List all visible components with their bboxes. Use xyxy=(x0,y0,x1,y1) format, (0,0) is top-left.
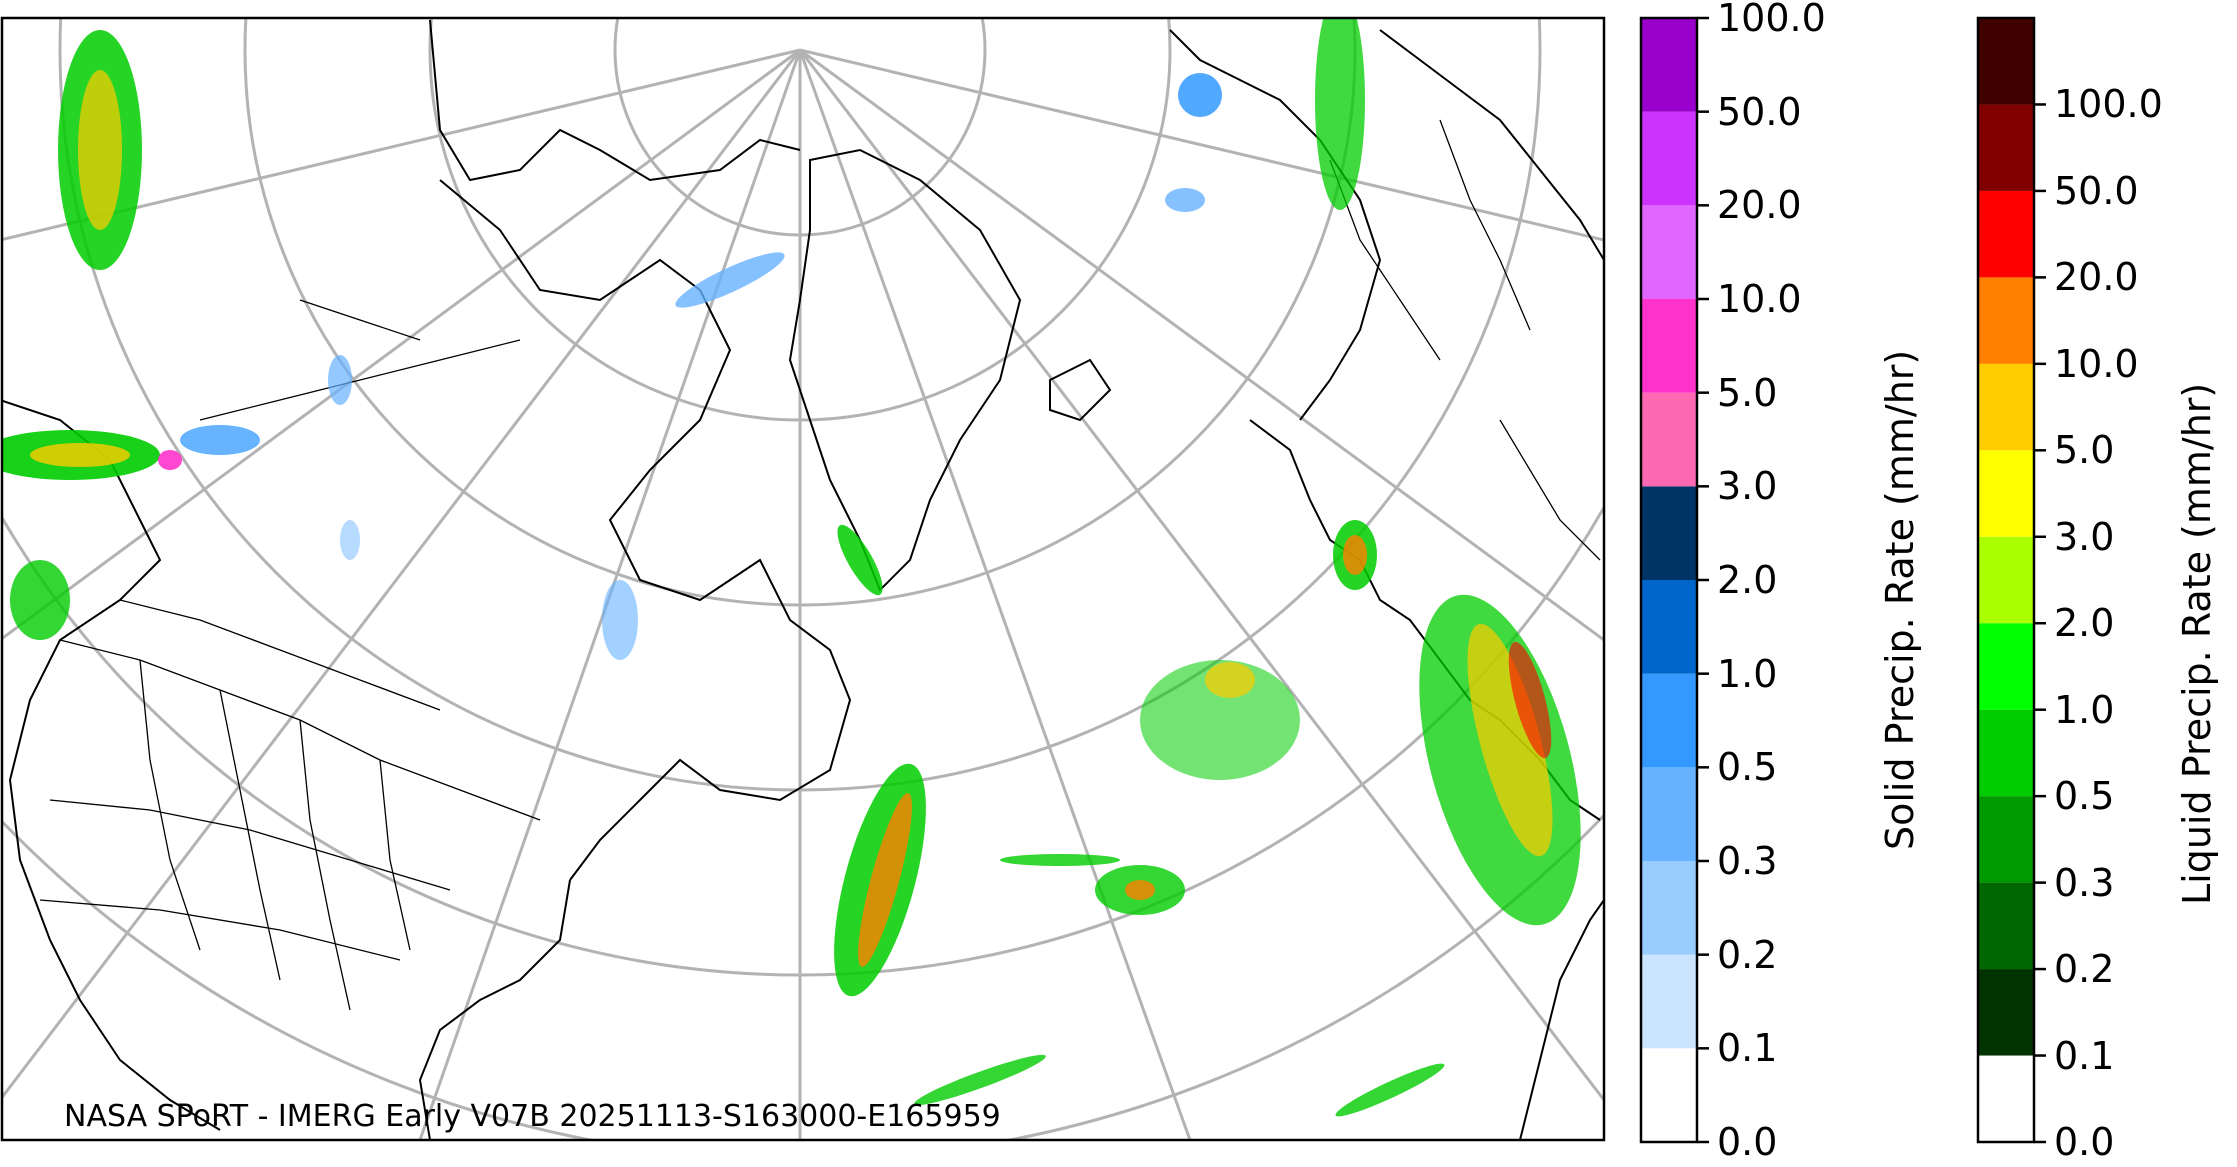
colorbar-swatch xyxy=(1641,673,1697,768)
colorbar-tick-label: 0.5 xyxy=(1717,745,1778,790)
colorbar-swatch xyxy=(1978,450,2034,537)
colorbar-swatch xyxy=(1978,363,2034,451)
map-canvas xyxy=(0,16,1606,1142)
map-credit: NASA SPoRT - IMERG Early V07B 20251113-S… xyxy=(64,1099,1001,1134)
colorbar-tick-label: 20.0 xyxy=(1717,183,1802,228)
colorbar-tick-label: 0.1 xyxy=(1717,1026,1778,1071)
colorbar-tick-label: 10.0 xyxy=(2054,341,2139,386)
colorbar-tick-label: 100.0 xyxy=(2054,82,2163,127)
colorbar-tick-label: 2.0 xyxy=(1717,558,1778,602)
colorbar-swatch xyxy=(1978,709,2034,797)
colorbar-tick-label: 10.0 xyxy=(1717,277,1802,321)
precipitation-map: NASA SPoRT - IMERG Early V07B 20251113-S… xyxy=(0,16,1606,1142)
colorbar-swatch xyxy=(1641,1048,1697,1142)
political-borders xyxy=(39,119,1601,1011)
colorbar-swatch xyxy=(1978,190,2034,278)
colorbar-swatch xyxy=(1641,767,1697,861)
colorbar-swatch xyxy=(1978,277,2034,364)
colorbar-tick-label: 0.2 xyxy=(1717,932,1778,977)
colorbar-frame xyxy=(1976,16,2036,1144)
solid-colorbar-label: Solid Precip. Rate (mm/hr) xyxy=(1878,349,1922,850)
colorbar-tick-label: 1.0 xyxy=(1717,651,1778,696)
colorbar-tick-label: 20.0 xyxy=(2054,255,2139,300)
colorbar-tick-label: 0.5 xyxy=(2054,774,2115,819)
colorbar-swatch xyxy=(1978,623,2034,710)
colorbar-swatch xyxy=(1641,18,1697,112)
colorbar-swatch xyxy=(1978,1055,2034,1142)
colorbar-tick-label: 0.0 xyxy=(1717,1120,1778,1164)
colorbar-swatch xyxy=(1978,796,2034,883)
colorbar-tick-label: 0.3 xyxy=(1717,839,1778,883)
colorbar-tick-label: 0.3 xyxy=(2054,860,2115,905)
liquid-precip-colorbar: 0.0 0.1 0.2 0.3 0.5 1.0 2.0 3.0 5.0 10.0 20.0 50.0 1… xyxy=(1975,0,2237,1164)
colorbar-tick-label: 2.0 xyxy=(2054,601,2115,646)
colorbar-tick-label: 0.2 xyxy=(2054,947,2115,992)
colorbar-swatch xyxy=(1641,205,1697,299)
colorbar-swatch xyxy=(1641,392,1697,487)
solid-colorbar-swatches xyxy=(1639,16,1709,1144)
colorbar-swatch xyxy=(1978,536,2034,624)
colorbar-tick-label: 5.0 xyxy=(1717,370,1778,415)
colorbar-swatch xyxy=(1978,18,2034,105)
solid-precip-field xyxy=(158,73,1222,660)
colorbar-tick-label: 5.0 xyxy=(2054,428,2115,473)
colorbar-swatch xyxy=(1641,954,1697,1049)
liquid-precip-field xyxy=(2,18,1581,1117)
colorbar-tick-label: 3.0 xyxy=(2054,514,2115,559)
colorbar-tick-label: 0.1 xyxy=(2054,1033,2115,1078)
colorbar-swatch xyxy=(1978,969,2034,1056)
solid-precip-colorbar: 0.0 0.1 0.2 0.3 0.5 1.0 2.0 3.0 5.0 10.0 20.0 50.0 1… xyxy=(1638,0,2198,1164)
liquid-colorbar-label: Liquid Precip. Rate (mm/hr) xyxy=(2175,382,2219,905)
colorbar-swatch xyxy=(1641,580,1697,674)
colorbar-tick-label: 100.0 xyxy=(1717,0,1826,40)
colorbar-swatch xyxy=(1978,104,2034,191)
colorbar-swatch xyxy=(1641,861,1697,955)
colorbar-swatch xyxy=(1641,299,1697,393)
colorbar-tick-label: 0.0 xyxy=(2054,1120,2115,1164)
colorbar-tick-label: 3.0 xyxy=(1717,464,1778,509)
colorbar-tick-label: 50.0 xyxy=(2054,168,2139,213)
colorbar-swatch xyxy=(1641,111,1697,206)
map-frame xyxy=(0,16,1606,1142)
colorbar-tick-label: 50.0 xyxy=(1717,89,1802,134)
colorbar-swatch xyxy=(1978,882,2034,970)
colorbar-tick-label: 1.0 xyxy=(2054,687,2115,732)
liquid-colorbar-swatches xyxy=(1976,16,2046,1144)
colorbar-swatch xyxy=(1641,486,1697,580)
